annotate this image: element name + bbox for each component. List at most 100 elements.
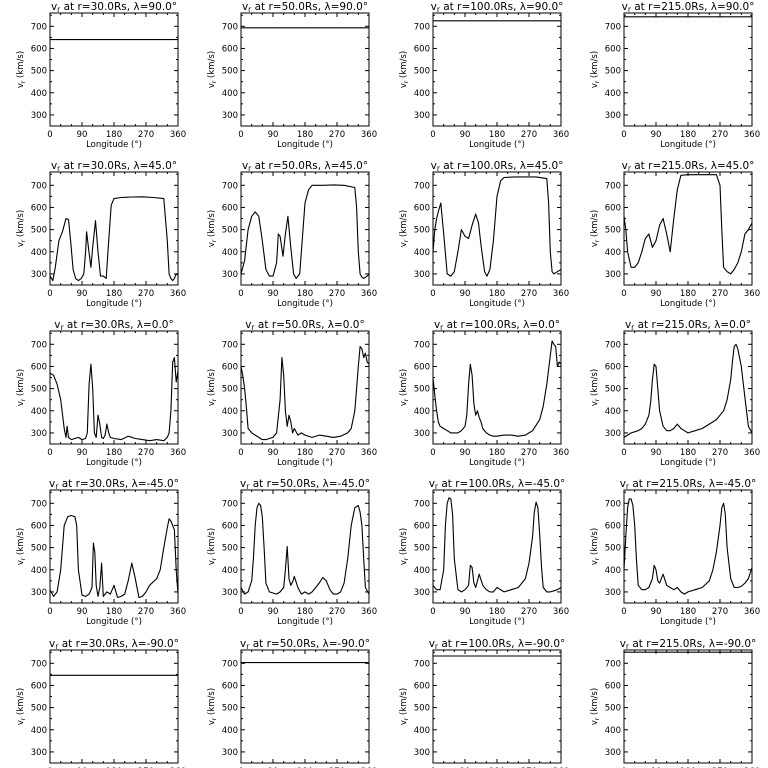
- y-tick-label: 700: [414, 181, 430, 191]
- y-tick-label: 500: [605, 385, 621, 395]
- y-axis-label: vr (km/s): [399, 688, 410, 725]
- y-tick-label: 300: [414, 270, 430, 280]
- panel-title: vr at r=50.0Rs, λ=0.0°: [245, 319, 364, 332]
- y-tick-label: 400: [605, 89, 621, 99]
- y-tick-label: 600: [605, 203, 621, 213]
- x-tick-label: 270: [521, 130, 537, 140]
- panel-18: vr at r=50.0Rs, λ=-90.0°0901802703603004…: [207, 638, 377, 768]
- panel-6: vr at r=50.0Rs, λ=45.0° 0 90 180 270 360 300 40…: [207, 160, 377, 309]
- y-axis-label: vr (km/s): [590, 688, 601, 725]
- x-tick-label: 360: [170, 607, 186, 617]
- plot-frame: [432, 171, 562, 286]
- panel-12: vr at r=215.0Rs, λ=0.0° 0 90 180 270 360 300 40…: [590, 319, 760, 468]
- x-tick-label: 270: [712, 607, 728, 617]
- x-tick-label: 0: [621, 607, 626, 617]
- series-line: [49, 357, 179, 442]
- x-tick-label: 360: [361, 289, 377, 299]
- y-tick-label: 300: [414, 429, 430, 439]
- panel-8: vr at r=215.0Rs, λ=45.0° 0 90 180 270 360 300 4…: [590, 160, 760, 309]
- y-tick-label: 500: [414, 226, 430, 236]
- x-tick-label: 0: [238, 448, 243, 458]
- x-tick-label: 180: [297, 130, 313, 140]
- x-tick-label: 0: [621, 448, 626, 458]
- x-tick-label: 0: [621, 289, 626, 299]
- series-line: [49, 514, 179, 599]
- y-tick-label: 400: [605, 407, 621, 417]
- plot-frame: [432, 649, 562, 764]
- x-tick-label: 270: [521, 448, 537, 458]
- y-tick-label: 400: [31, 89, 47, 99]
- plot-frame: [623, 12, 753, 127]
- y-tick-label: 600: [222, 521, 238, 531]
- y-tick-label: 600: [414, 362, 430, 372]
- y-tick-label: 600: [222, 362, 238, 372]
- y-tick-label: 300: [31, 748, 47, 758]
- y-tick-label: 700: [605, 22, 621, 32]
- panel-14: vr at r=50.0Rs, λ=-45.0° 0 90 180 270 360 300 4…: [207, 478, 377, 627]
- x-tick-label: 180: [489, 607, 505, 617]
- x-tick-label: 180: [106, 607, 122, 617]
- x-tick-label: 0: [430, 130, 435, 140]
- y-tick-label: 400: [605, 566, 621, 576]
- panel-title: vr at r=215.0Rs, λ=90.0°: [622, 1, 755, 14]
- x-tick-label: 90: [77, 289, 88, 299]
- panel-7: vr at r=100.0Rs, λ=45.0° 0 90 180 270 360 300 4…: [399, 160, 569, 309]
- plot-frame: [623, 171, 753, 286]
- panel-title: vr at r=50.0Rs, λ=45.0°: [242, 160, 368, 173]
- y-tick-label: 300: [605, 429, 621, 439]
- y-tick-label: 700: [222, 659, 238, 669]
- y-tick-label: 600: [31, 521, 47, 531]
- y-tick-label: 400: [31, 726, 47, 736]
- series-line: [49, 196, 179, 282]
- y-tick-label: 600: [414, 521, 430, 531]
- panel-title: vr at r=30.0Rs, λ=-45.0°: [49, 478, 179, 491]
- x-tick-label: 270: [138, 289, 154, 299]
- y-tick-label: 500: [605, 704, 621, 714]
- x-tick-label: 0: [47, 130, 52, 140]
- y-tick-label: 500: [605, 226, 621, 236]
- panel-title: vr at r=100.0Rs, λ=45.0°: [431, 160, 564, 173]
- x-axis-label: Longitude (°): [277, 617, 333, 627]
- y-tick-label: 400: [222, 726, 238, 736]
- x-tick-label: 360: [170, 448, 186, 458]
- x-tick-label: 0: [238, 607, 243, 617]
- panel-title: vr at r=100.0Rs, λ=90.0°: [431, 1, 564, 14]
- panel-title: vr at r=100.0Rs, λ=-90.0°: [429, 638, 566, 651]
- panel-title: vr at r=50.0Rs, λ=-45.0°: [240, 478, 370, 491]
- x-tick-label: 90: [651, 607, 662, 617]
- x-tick-label: 180: [680, 607, 696, 617]
- series-line: [240, 502, 370, 595]
- x-tick-label: 90: [460, 130, 471, 140]
- y-tick-label: 300: [222, 429, 238, 439]
- panel-title: vr at r=50.0Rs, λ=-90.0°: [240, 638, 370, 651]
- x-tick-label: 90: [460, 607, 471, 617]
- x-tick-label: 270: [329, 289, 345, 299]
- plot-frame: [49, 330, 179, 445]
- y-tick-label: 600: [31, 44, 47, 54]
- y-axis-label: vr (km/s): [399, 210, 410, 247]
- x-tick-label: 270: [329, 607, 345, 617]
- x-axis-label: Longitude (°): [86, 617, 142, 627]
- y-tick-label: 600: [414, 44, 430, 54]
- panel-9: vr at r=30.0Rs, λ=0.0° 0 90 180 270 360 300 400…: [16, 319, 186, 468]
- y-axis-label: vr (km/s): [590, 369, 601, 406]
- y-tick-label: 500: [414, 544, 430, 554]
- y-tick-label: 400: [31, 566, 47, 576]
- panel-10: vr at r=50.0Rs, λ=0.0° 0 90 180 270 360 300 400…: [207, 319, 377, 468]
- series-line: [623, 174, 753, 275]
- x-tick-label: 270: [712, 289, 728, 299]
- x-tick-label: 360: [170, 130, 186, 140]
- y-tick-label: 700: [31, 499, 47, 509]
- x-tick-label: 180: [489, 130, 505, 140]
- y-tick-label: 500: [31, 704, 47, 714]
- x-axis-label: Longitude (°): [469, 140, 525, 150]
- panel-title: vr at r=30.0Rs, λ=0.0°: [54, 319, 173, 332]
- panel-title: vr at r=215.0Rs, λ=0.0°: [625, 319, 751, 332]
- x-axis-label: Longitude (°): [86, 299, 142, 309]
- y-tick-label: 500: [222, 544, 238, 554]
- x-tick-label: 270: [521, 289, 537, 299]
- x-tick-label: 90: [460, 448, 471, 458]
- panel-title: vr at r=215.0Rs, λ=-45.0°: [620, 478, 757, 491]
- y-axis-label: vr (km/s): [207, 210, 218, 247]
- y-tick-label: 300: [605, 748, 621, 758]
